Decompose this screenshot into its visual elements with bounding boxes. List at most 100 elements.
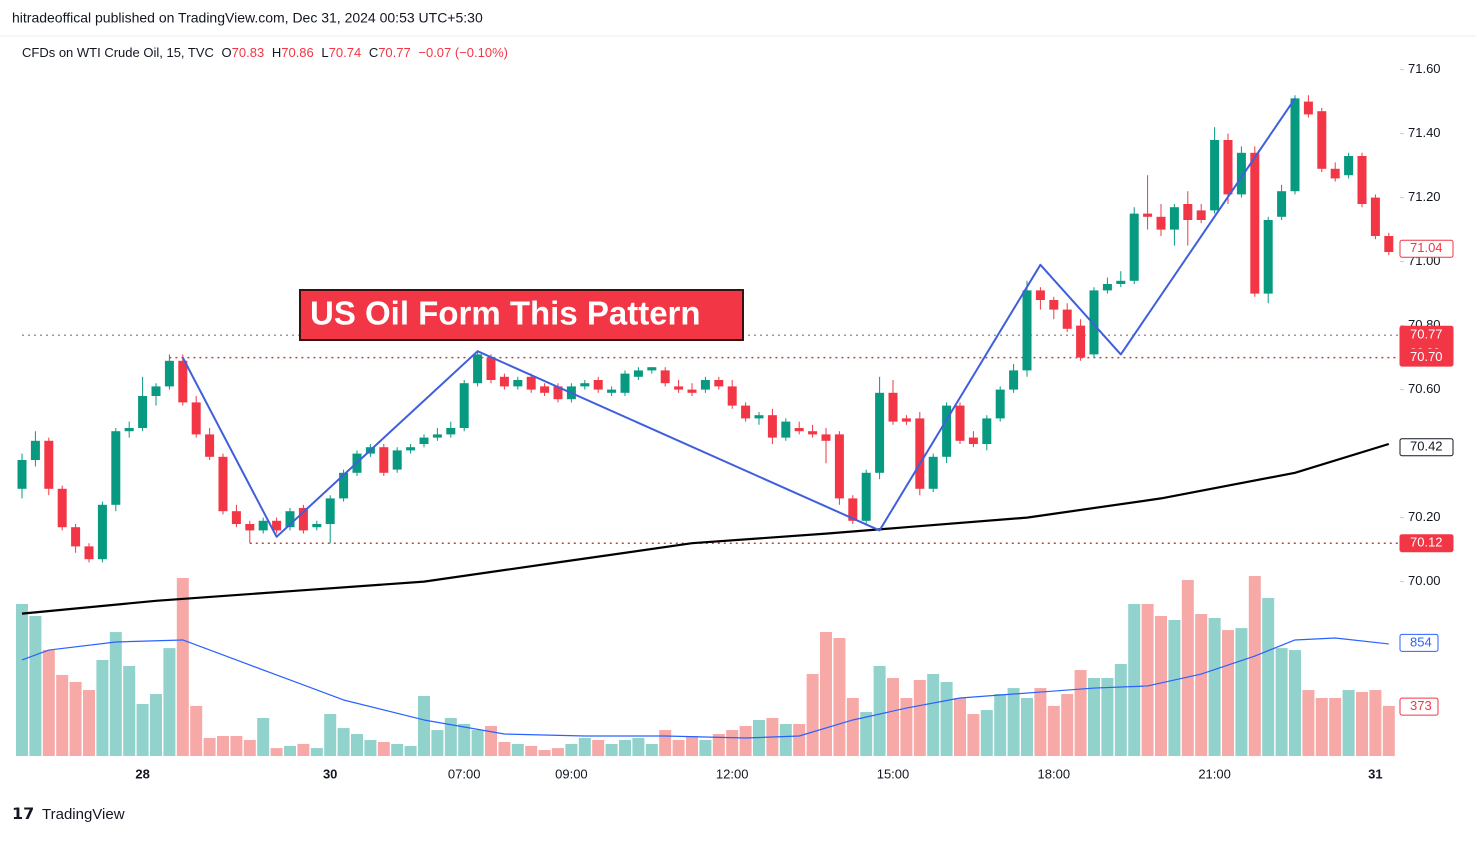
candle-body <box>218 456 228 512</box>
candle-body <box>513 380 523 387</box>
candle-body <box>379 447 389 473</box>
candle-body <box>205 434 215 457</box>
footer-brand: TradingView <box>42 806 125 823</box>
volume-bar <box>217 736 229 756</box>
volume-bar <box>538 750 551 756</box>
volume-bar <box>444 717 457 756</box>
volume-bar <box>1329 697 1342 756</box>
o-value: 70.83 <box>232 45 265 60</box>
y-tick-label: 71.20 <box>1408 189 1441 204</box>
candle-body <box>97 504 107 560</box>
candle-body <box>1049 300 1059 310</box>
candle-body <box>995 389 1005 419</box>
candle-body <box>178 360 188 403</box>
price-tag <box>1399 438 1454 457</box>
pattern-line <box>181 97 1296 538</box>
candle-body <box>191 402 201 435</box>
candle-body <box>875 392 885 473</box>
volume-bar <box>887 677 899 756</box>
candle-body <box>647 367 657 371</box>
volume-bar <box>310 748 323 756</box>
candle-body <box>57 488 67 528</box>
x-tick-label: 28 <box>135 766 149 781</box>
candle-body <box>71 527 81 547</box>
volume-bar <box>967 714 980 756</box>
l-label: L <box>321 45 328 60</box>
candle-body <box>312 524 322 528</box>
volume-bar <box>1021 697 1033 756</box>
y-tick-label: 71.40 <box>1408 125 1441 140</box>
volume-bar <box>1248 576 1261 756</box>
volume-bar <box>1275 648 1288 756</box>
price-tag <box>1399 239 1454 258</box>
volume-bar <box>1088 677 1100 756</box>
symbol-legend: CFDs on WTI Crude Oil, 15, TVC O70.83 H7… <box>22 45 508 60</box>
volume-bar <box>1315 697 1328 756</box>
candle-body <box>231 511 241 524</box>
candle-body <box>593 380 603 390</box>
candle-body <box>540 386 550 393</box>
candle-body <box>928 456 938 489</box>
candle-body <box>392 450 402 470</box>
volume-bar <box>659 730 672 756</box>
candle-body <box>633 370 643 377</box>
volume-bar <box>806 674 819 756</box>
volume-bar <box>297 743 310 756</box>
volume-bar <box>83 690 95 756</box>
volume-bar <box>270 748 283 756</box>
candle-body <box>1277 191 1287 217</box>
candle-body <box>44 440 54 489</box>
volume-bar <box>257 717 270 756</box>
c-value: 70.77 <box>378 45 411 60</box>
candle-body <box>1116 280 1126 284</box>
candle-body <box>526 376 536 390</box>
volume-bar <box>150 694 162 756</box>
x-tick-label: 15:00 <box>877 766 910 781</box>
candle-body <box>432 434 442 438</box>
volume-bar <box>190 705 203 756</box>
candle-body <box>1035 290 1045 300</box>
volume-bar <box>699 739 712 756</box>
volume-bar <box>136 703 149 756</box>
candle-body <box>1357 156 1367 204</box>
volume-bar <box>860 712 873 756</box>
candle-body <box>1370 197 1380 236</box>
volume-bar <box>726 730 739 756</box>
candle-body <box>1210 140 1220 211</box>
candle-body <box>915 418 925 489</box>
volume-bar <box>578 737 591 756</box>
volume-bar <box>1342 690 1355 756</box>
candle-body <box>1156 216 1166 230</box>
volume-bar <box>431 730 444 756</box>
volume-bar <box>873 665 886 756</box>
candle-body <box>1236 152 1246 195</box>
volume-bar <box>833 638 846 756</box>
volume-bar <box>552 748 564 756</box>
candle-body <box>124 428 134 432</box>
volume-bar <box>203 737 216 756</box>
volume-bar <box>324 714 337 756</box>
volume-bar <box>1061 694 1074 756</box>
candle-body <box>151 386 161 396</box>
volume-bar <box>1034 688 1047 756</box>
candle-body <box>164 360 174 387</box>
symbol: CFDs on WTI Crude Oil, 15, TVC <box>22 45 214 60</box>
candle-body <box>325 498 335 524</box>
volume-bar <box>471 730 484 756</box>
volume-bar <box>1235 628 1248 756</box>
candle-body <box>942 405 952 457</box>
volume-bar <box>954 697 966 756</box>
volume-bar <box>1007 688 1020 756</box>
candle-body <box>1183 204 1193 220</box>
candle-body <box>982 418 992 444</box>
volume-tag-label: 373 <box>1410 698 1432 713</box>
candle-body <box>339 472 349 499</box>
candle-body <box>861 472 871 521</box>
candle-body <box>834 434 844 499</box>
candle-body <box>674 386 684 390</box>
volume-bar <box>109 632 122 756</box>
y-tick-label: 70.00 <box>1408 573 1441 588</box>
candle-body <box>888 392 898 422</box>
candle-body <box>754 415 764 419</box>
candle-body <box>660 370 670 384</box>
